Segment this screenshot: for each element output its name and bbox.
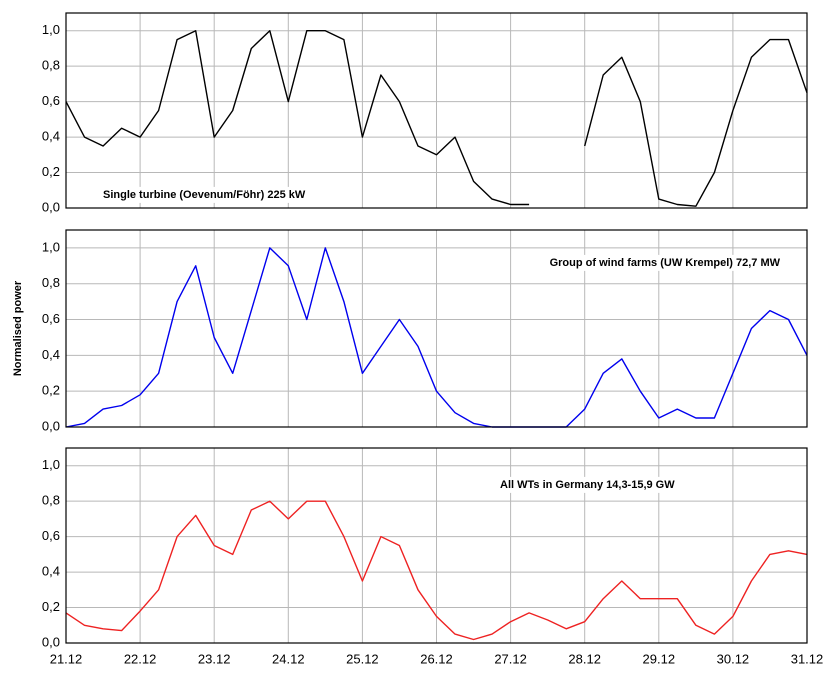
x-tick-label: 23.12 bbox=[198, 651, 231, 666]
x-tick-label: 30.12 bbox=[717, 651, 750, 666]
y-tick-label: 1,0 bbox=[42, 239, 60, 254]
y-tick-label: 1,0 bbox=[42, 457, 60, 472]
x-tick-label: 25.12 bbox=[346, 651, 379, 666]
plot-frame bbox=[65, 229, 808, 428]
plot-frame bbox=[65, 12, 808, 209]
x-tick-label: 22.12 bbox=[124, 651, 157, 666]
y-tick-label: 0,0 bbox=[42, 418, 60, 433]
y-tick-label: 0,8 bbox=[42, 493, 60, 508]
x-tick-label: 21.12 bbox=[50, 651, 83, 666]
x-tick-label: 29.12 bbox=[643, 651, 676, 666]
y-tick-label: 0,6 bbox=[42, 528, 60, 543]
y-tick-label: 0,2 bbox=[42, 599, 60, 614]
annotation-background bbox=[496, 476, 680, 493]
y-tick-label: 0,2 bbox=[42, 164, 60, 179]
y-tick-label: 0,6 bbox=[42, 93, 60, 108]
x-tick-label: 27.12 bbox=[494, 651, 527, 666]
y-tick-label: 0,8 bbox=[42, 275, 60, 290]
y-tick-label: 0,4 bbox=[42, 347, 60, 362]
x-tick-label: 26.12 bbox=[420, 651, 453, 666]
annotation-background bbox=[545, 254, 785, 271]
panel-annotation: All WTs in Germany 14,3-15,9 GW bbox=[500, 479, 675, 491]
y-tick-label: 0,6 bbox=[42, 311, 60, 326]
panel-annotation: Group of wind farms (UW Krempel) 72,7 MW bbox=[550, 257, 781, 269]
x-tick-label: 31.12 bbox=[791, 651, 824, 666]
x-tick-label: 28.12 bbox=[568, 651, 601, 666]
y-tick-label: 0,8 bbox=[42, 58, 60, 73]
plot-frame bbox=[65, 447, 808, 644]
y-tick-label: 0,2 bbox=[42, 383, 60, 398]
series-line bbox=[65, 500, 808, 641]
y-tick-label: 0,0 bbox=[42, 634, 60, 649]
y-tick-label: 0,0 bbox=[42, 199, 60, 214]
annotation-background bbox=[99, 186, 310, 203]
y-tick-label: 0,4 bbox=[42, 129, 60, 144]
series-line bbox=[65, 247, 808, 428]
panel-annotation: Single turbine (Oevenum/Föhr) 225 kW bbox=[103, 189, 306, 201]
y-tick-label: 0,4 bbox=[42, 564, 60, 579]
series-line bbox=[65, 30, 808, 207]
x-tick-label: 24.12 bbox=[272, 651, 305, 666]
y-axis-label: Normalised power bbox=[12, 280, 24, 376]
y-tick-label: 1,0 bbox=[42, 22, 60, 37]
